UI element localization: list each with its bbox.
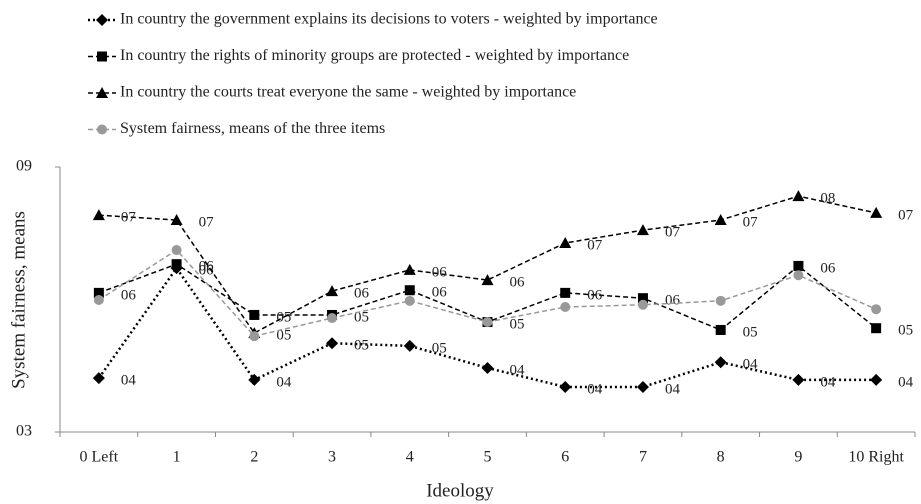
marker: [171, 259, 182, 270]
marker: [792, 373, 805, 386]
x-tick-label: 3: [328, 449, 336, 466]
marker: [404, 285, 415, 296]
data-label: 06: [432, 285, 448, 301]
marker: [403, 339, 416, 352]
marker: [170, 214, 183, 225]
marker: [248, 373, 261, 386]
data-label: 05: [354, 309, 369, 325]
marker: [559, 236, 572, 248]
data-label: 04: [665, 381, 681, 397]
marker: [715, 295, 726, 306]
data-label: 05: [743, 324, 758, 340]
marker: [404, 295, 415, 306]
data-label: 06: [587, 287, 603, 303]
data-label: 07: [665, 225, 681, 241]
y-tick-label: 03: [16, 423, 32, 440]
data-label: 06: [121, 287, 137, 303]
data-label: 07: [199, 214, 215, 230]
legend-label: In country the government explains its d…: [120, 11, 658, 28]
data-label: 06: [665, 293, 681, 309]
data-label: 07: [587, 237, 603, 253]
marker: [714, 356, 727, 369]
data-label: 06: [199, 263, 215, 279]
y-tick-label: 09: [16, 158, 32, 175]
legend-label: In country the rights of minority groups…: [120, 47, 629, 64]
marker: [559, 380, 572, 393]
series-line: [98, 195, 877, 335]
y-axis-title: System fairness, means: [8, 211, 29, 389]
marker: [636, 380, 649, 393]
data-label: 04: [587, 381, 603, 397]
marker: [93, 294, 104, 305]
legend-label: In country the courts treat everyone the…: [120, 84, 576, 101]
marker: [715, 324, 726, 335]
x-tick-label: 4: [406, 449, 414, 466]
data-label: 08: [820, 191, 835, 207]
data-label: 04: [820, 374, 836, 390]
marker: [327, 313, 338, 324]
marker: [482, 317, 493, 328]
x-tick-label: 1: [173, 449, 181, 466]
data-label: 05: [432, 340, 447, 356]
data-label: 05: [510, 316, 525, 332]
marker: [326, 337, 339, 350]
marker: [637, 299, 648, 310]
data-label: 04: [510, 362, 526, 378]
x-axis-title: Ideology: [426, 480, 494, 501]
marker: [326, 285, 339, 297]
data-label: 04: [743, 357, 759, 373]
marker: [93, 287, 104, 298]
data-label: 07: [898, 207, 914, 223]
marker: [637, 293, 648, 304]
marker: [870, 373, 883, 386]
data-label: 05: [354, 338, 369, 354]
x-tick-label: 8: [717, 449, 725, 466]
marker: [96, 87, 108, 98]
data-label: 04: [898, 374, 914, 390]
marker: [560, 302, 571, 313]
x-tick-label: 9: [794, 449, 802, 466]
marker: [714, 214, 727, 225]
marker: [871, 323, 882, 334]
data-label: 05: [898, 323, 913, 339]
marker: [96, 14, 108, 26]
marker: [403, 263, 416, 275]
data-label: 06: [199, 259, 215, 275]
marker: [97, 124, 107, 135]
data-label: 06: [510, 275, 526, 291]
data-label: 05: [276, 328, 291, 344]
x-tick-label: 2: [250, 449, 258, 466]
legend-label: System fairness, means of the three item…: [120, 120, 385, 137]
data-label: 07: [743, 214, 759, 230]
x-tick-label: 0 Left: [80, 449, 119, 466]
marker: [92, 209, 105, 221]
marker: [560, 287, 571, 298]
data-label: 06: [820, 260, 836, 276]
marker: [249, 331, 260, 342]
marker: [793, 270, 804, 281]
data-label: 04: [121, 373, 137, 389]
data-label: 07: [121, 210, 137, 226]
marker: [171, 245, 182, 256]
marker: [636, 224, 649, 236]
x-tick-label: 6: [561, 449, 569, 466]
marker: [92, 372, 105, 385]
x-tick-label: 7: [639, 449, 647, 466]
data-label: 04: [276, 374, 292, 390]
marker: [97, 51, 107, 62]
x-tick-label: 5: [484, 449, 492, 466]
marker: [793, 260, 804, 271]
x-tick-label: 10 Right: [848, 449, 904, 466]
marker: [870, 206, 883, 218]
marker: [249, 309, 260, 320]
marker: [481, 361, 494, 374]
marker: [792, 190, 805, 202]
marker: [871, 304, 882, 315]
data-label: 06: [432, 264, 448, 280]
marker: [481, 274, 494, 286]
data-label: 06: [354, 286, 370, 302]
